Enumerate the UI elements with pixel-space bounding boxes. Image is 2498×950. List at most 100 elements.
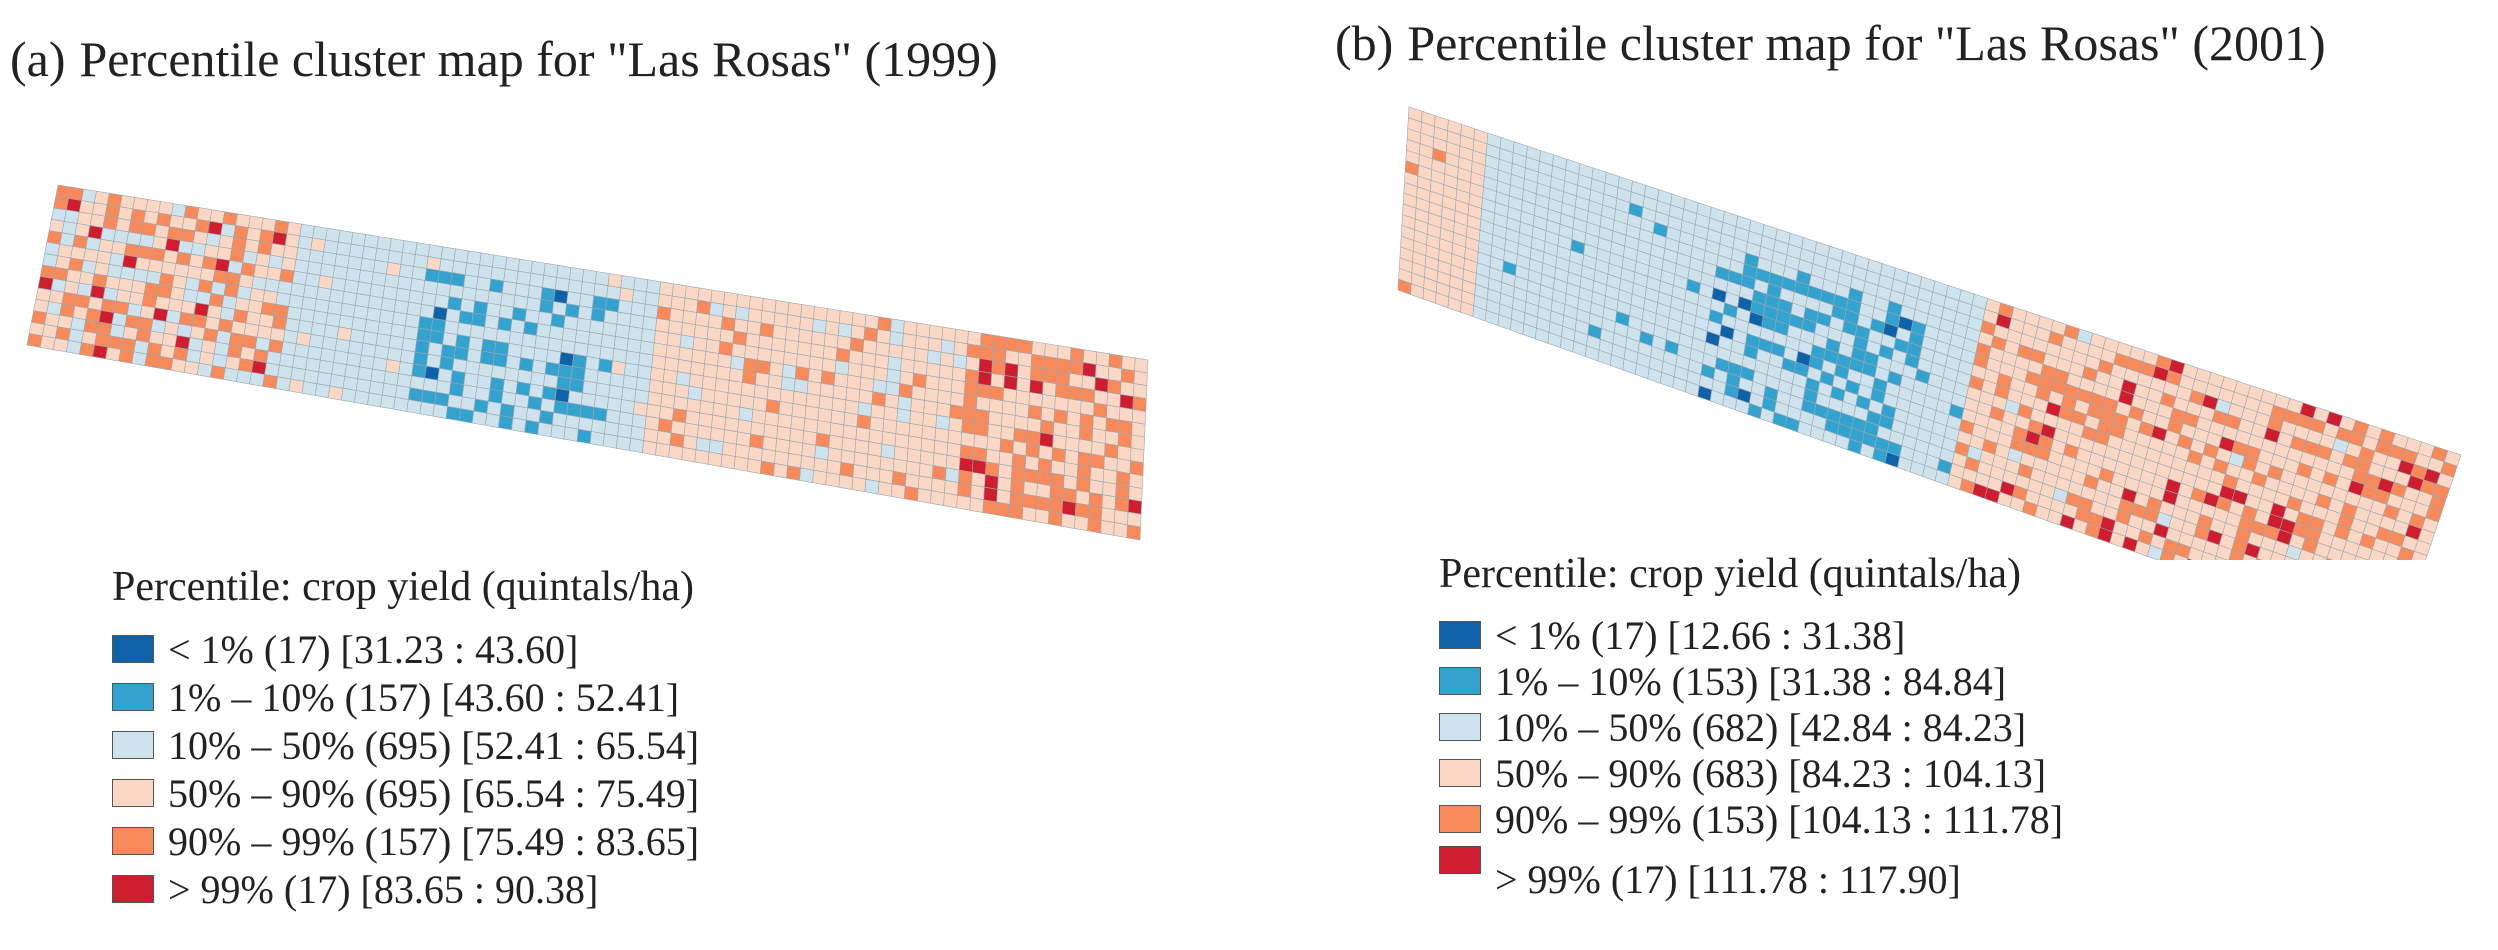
yield-cell	[1013, 427, 1028, 444]
yield-cell	[238, 273, 255, 289]
yield-cell	[1055, 370, 1071, 387]
yield-cell	[915, 322, 931, 338]
yield-cell	[904, 473, 920, 489]
yield-cell	[282, 245, 299, 260]
yield-cell	[2298, 549, 2315, 560]
yield-cell	[683, 422, 699, 438]
yield-cell	[935, 414, 950, 431]
yield-cell	[1034, 508, 1050, 525]
yield-cell	[870, 403, 886, 420]
yield-cell	[914, 347, 929, 364]
yield-cell	[809, 343, 825, 359]
yield-cell	[596, 370, 612, 386]
yield-cell	[1052, 434, 1067, 451]
yield-cell	[440, 246, 456, 262]
yield-cell	[634, 389, 650, 405]
yield-cell	[728, 367, 744, 383]
yield-cell	[92, 344, 109, 360]
yield-cell	[861, 351, 877, 368]
yield-cell	[1082, 349, 1098, 365]
yield-cell	[1069, 360, 1084, 376]
yield-cell	[785, 326, 800, 342]
yield-cell	[876, 328, 891, 345]
yield-cell	[988, 398, 1004, 414]
yield-cell	[288, 294, 304, 309]
yield-cell	[911, 385, 926, 401]
yield-cell	[709, 301, 724, 318]
yield-cell	[862, 339, 878, 355]
yield-cell	[964, 368, 980, 385]
yield-cell	[93, 190, 110, 206]
yield-cell	[2146, 544, 2164, 560]
yield-cell	[248, 215, 264, 230]
yield-cell	[712, 402, 728, 418]
yield-cell	[1068, 372, 1083, 389]
yield-cell	[902, 333, 917, 349]
yield-cell	[893, 445, 909, 462]
yield-cell	[748, 295, 764, 311]
yield-cell	[1117, 432, 1132, 449]
yield-cell	[1026, 430, 1041, 446]
yield-cell	[2214, 555, 2228, 560]
yield-cell	[126, 231, 142, 246]
yield-cell	[597, 358, 614, 374]
yield-cell	[2326, 557, 2334, 560]
yield-cell	[1070, 347, 1085, 363]
yield-cell	[1066, 411, 1081, 427]
yield-cell	[281, 256, 297, 272]
yield-cell	[974, 421, 989, 437]
yield-cell	[1067, 385, 1083, 402]
yield-cell	[1076, 477, 1091, 493]
yield-cell	[900, 358, 915, 374]
yield-cell	[784, 339, 799, 355]
yield-cell	[68, 257, 84, 272]
yield-cell	[1074, 502, 1090, 519]
yield-cell	[1128, 473, 1144, 489]
yield-cell	[965, 356, 980, 372]
yield-cell	[1113, 522, 1128, 539]
yield-cell	[835, 347, 851, 363]
yield-cell	[635, 376, 651, 393]
yield-cell	[192, 230, 209, 245]
yield-cell	[901, 345, 916, 361]
yield-cell	[134, 256, 151, 272]
legend-swatch	[112, 635, 154, 663]
yield-cell	[695, 312, 710, 328]
yield-cell	[549, 325, 565, 341]
yield-cell	[373, 259, 389, 275]
yield-cell	[528, 383, 544, 399]
yield-cell	[303, 284, 319, 300]
yield-cell	[877, 316, 892, 332]
yield-cell	[645, 403, 662, 419]
yield-cell	[564, 303, 580, 319]
yield-cell	[888, 343, 903, 359]
yield-cell	[757, 347, 772, 363]
yield-cell	[511, 417, 527, 433]
yield-cell	[610, 360, 626, 376]
yield-cell	[395, 287, 411, 303]
yield-cell	[885, 381, 901, 397]
yield-cell	[1030, 353, 1046, 370]
yield-cell	[402, 240, 418, 255]
yield-cell	[656, 305, 672, 321]
yield-cell	[367, 392, 383, 408]
yield-cell	[669, 432, 685, 448]
yield-cell	[600, 333, 616, 349]
yield-cell	[863, 326, 879, 343]
yield-cell	[910, 397, 925, 414]
yield-cell	[777, 413, 793, 429]
yield-map	[1397, 106, 2462, 560]
yield-cell	[722, 304, 737, 320]
yield-cell	[739, 394, 755, 410]
legend-swatch	[112, 731, 154, 759]
yield-cell	[119, 266, 136, 281]
yield-cell	[744, 345, 760, 361]
yield-cell	[1009, 491, 1024, 507]
yield-cell	[928, 324, 944, 340]
yield-cell	[592, 295, 607, 311]
yield-cell	[1078, 425, 1094, 442]
yield-cell	[638, 352, 654, 368]
yield-cell	[233, 225, 249, 240]
yield-cell	[1108, 353, 1123, 370]
yield-cell	[563, 315, 579, 331]
